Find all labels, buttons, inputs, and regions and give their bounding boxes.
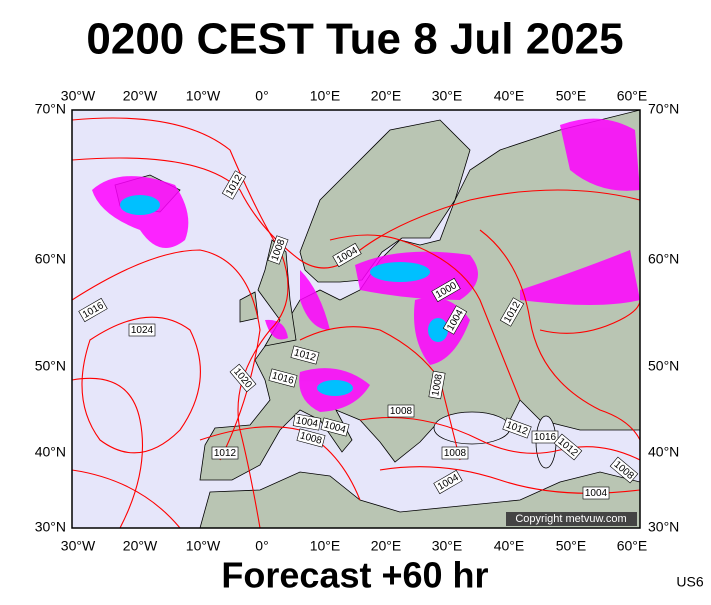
- isobar-label-text: 1008: [444, 448, 467, 459]
- forecast-label: Forecast +60 hr: [221, 555, 488, 596]
- isobar-label-box: [78, 297, 108, 323]
- isobar-label: 1016: [531, 430, 559, 444]
- longitude-label-top: 20°E: [371, 88, 402, 104]
- isobar-label-box: [211, 446, 239, 460]
- longitude-label-top: 30°W: [61, 88, 96, 104]
- longitude-label-top: 30°E: [432, 88, 463, 104]
- longitude-label-bottom: 30°E: [432, 538, 463, 554]
- longitude-label-bottom: 40°E: [494, 538, 525, 554]
- latitude-label-left: 60°N: [35, 251, 66, 267]
- longitude-label-bottom: 50°E: [556, 538, 587, 554]
- isobar-label-box: [531, 430, 559, 444]
- latitude-label-right: 40°N: [648, 444, 679, 460]
- map-frame: [71, 109, 641, 529]
- isobar-label-box: [268, 368, 298, 388]
- model-code: US6: [676, 574, 703, 590]
- isobar-label: 1012: [290, 345, 320, 365]
- isobar-label-box: [229, 363, 257, 393]
- map-title: 0200 CEST Tue 8 Jul 2025: [86, 15, 623, 64]
- latitude-label-right: 60°N: [648, 251, 679, 267]
- isobar-label-text: 1008: [430, 373, 445, 397]
- isobar-label-text: 1004: [585, 488, 608, 499]
- longitude-label-bottom: 0°: [255, 538, 268, 554]
- isobar-label-text: 1024: [131, 325, 154, 336]
- isobar-label-box: [433, 469, 463, 495]
- isobar-label-text: 1012: [214, 448, 237, 459]
- copyright-box: [506, 512, 637, 526]
- isobar-label-box: [502, 417, 532, 439]
- isobar-label-box: [553, 433, 583, 461]
- isobar-label: 1004: [582, 486, 610, 500]
- isobar-label: 1024: [128, 323, 156, 337]
- map-area: Copyright metvuw.com: [72, 110, 640, 528]
- longitude-label-top: 20°W: [123, 88, 158, 104]
- latitude-label-right: 30°N: [648, 519, 679, 535]
- isobar-label: 1008: [428, 370, 446, 400]
- isobar-label-box: [442, 305, 468, 335]
- isobar-label-box: [431, 277, 461, 303]
- isobar-label-box: [428, 370, 446, 400]
- isobar-label-box: [320, 417, 350, 437]
- isobar-label-box: [332, 242, 362, 268]
- isobar-label-box: [292, 413, 322, 431]
- isobar-label-box: [582, 486, 610, 500]
- isobar-label-text: 1004: [295, 415, 319, 430]
- longitude-label-bottom: 30°W: [61, 538, 96, 554]
- isobar-label-box: [290, 345, 320, 365]
- black-sea: [433, 411, 511, 445]
- isobar-label: 1008: [441, 446, 469, 460]
- isobars: [72, 117, 640, 528]
- isobar-label: 1008: [387, 404, 415, 418]
- latitude-label-left: 70°N: [35, 101, 66, 117]
- isobar-label-box: [441, 446, 469, 460]
- longitude-label-top: 10°E: [310, 88, 341, 104]
- isobar-label: 1016: [268, 368, 298, 388]
- longitude-label-bottom: 60°E: [617, 538, 648, 554]
- isobar-label-box: [609, 456, 639, 484]
- heavy-precipitation: [120, 195, 448, 396]
- isobar-label-box: [128, 323, 156, 337]
- isobar-label-box: [499, 297, 525, 327]
- isobar-label-box: [267, 235, 289, 265]
- isobar-label-text: 1016: [534, 432, 557, 443]
- isobar-label-text: 1008: [390, 406, 413, 417]
- longitude-label-top: 60°E: [617, 88, 648, 104]
- isobar-label-box: [387, 404, 415, 418]
- isobar-label: 1012: [211, 446, 239, 460]
- latitude-label-right: 50°N: [648, 358, 679, 374]
- isobar-label-box: [296, 428, 326, 448]
- longitude-label-top: 50°E: [556, 88, 587, 104]
- isobar-label: 1004: [320, 417, 350, 437]
- longitude-label-top: 40°E: [494, 88, 525, 104]
- longitude-label-top: 10°W: [186, 88, 221, 104]
- isobar-label-box: [221, 170, 247, 200]
- isobar-label: 1008: [296, 428, 326, 448]
- latitude-label-right: 70°N: [648, 101, 679, 117]
- latitude-label-left: 40°N: [35, 444, 66, 460]
- latitude-label-left: 30°N: [35, 519, 66, 535]
- longitude-label-bottom: 20°W: [123, 538, 158, 554]
- isobar-label: 1004: [292, 413, 322, 431]
- latitude-label-left: 50°N: [35, 358, 66, 374]
- longitude-label-bottom: 10°W: [186, 538, 221, 554]
- longitude-label-top: 0°: [255, 88, 268, 104]
- longitude-label-bottom: 20°E: [371, 538, 402, 554]
- longitude-label-bottom: 10°E: [310, 538, 341, 554]
- copyright: Copyright metvuw.com: [515, 513, 626, 525]
